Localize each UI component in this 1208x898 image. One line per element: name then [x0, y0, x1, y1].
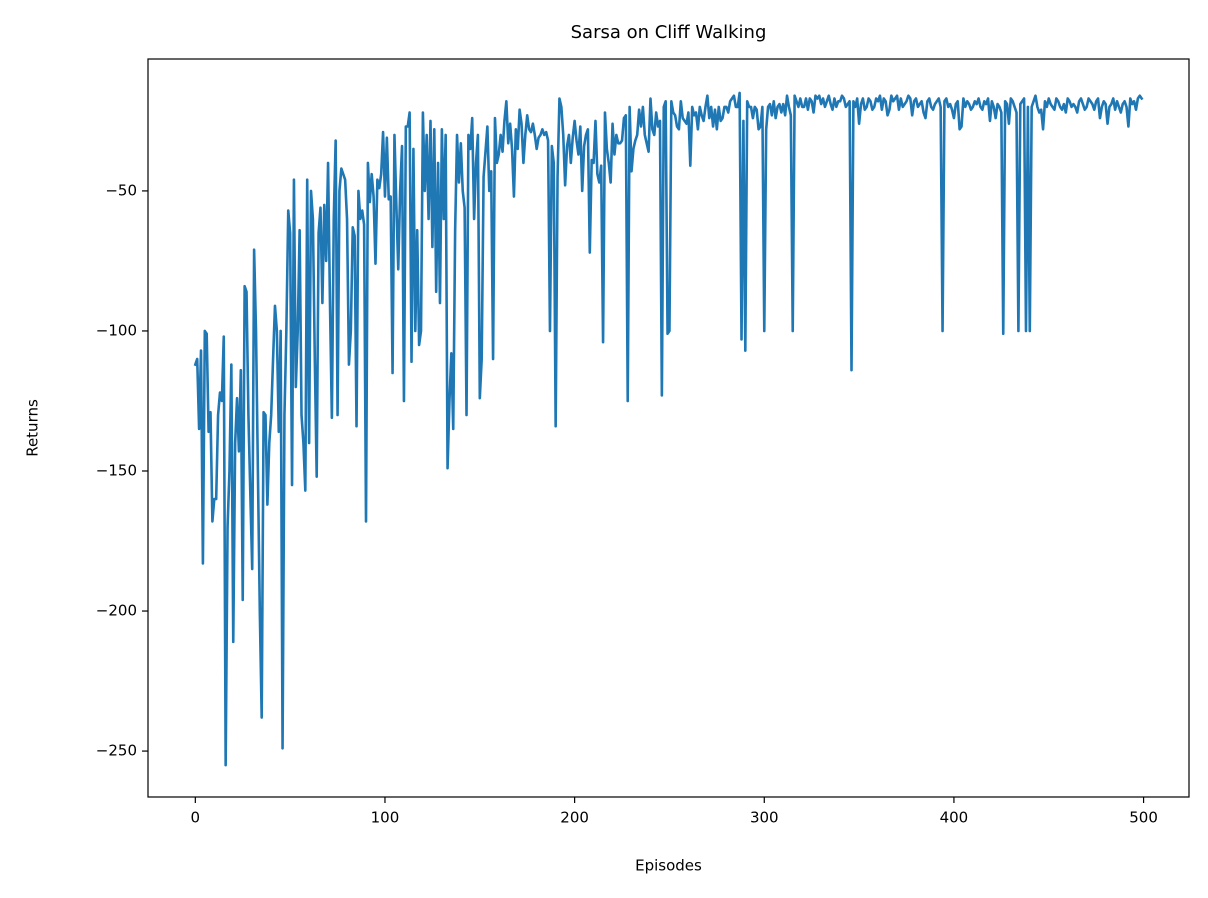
plot-frame [147, 58, 1190, 798]
x-axis-label: Episodes [635, 857, 702, 875]
chart-title: Sarsa on Cliff Walking [571, 22, 767, 43]
x-tick-label: 100 [371, 809, 400, 827]
x-tick-label: 500 [1129, 809, 1158, 827]
y-tick-label: −100 [96, 321, 137, 339]
x-tick-label: 300 [750, 809, 779, 827]
y-tick-label: −250 [96, 742, 137, 760]
y-tick-label: −150 [96, 461, 137, 479]
y-tick-label: −50 [105, 181, 137, 199]
y-axis-label: Returns [24, 399, 42, 457]
x-tick-label: 400 [940, 809, 969, 827]
data-line [193, 91, 1144, 767]
x-tick-label: 200 [560, 809, 589, 827]
y-tick-label: −200 [96, 602, 137, 620]
x-tick-label: 0 [191, 809, 201, 827]
